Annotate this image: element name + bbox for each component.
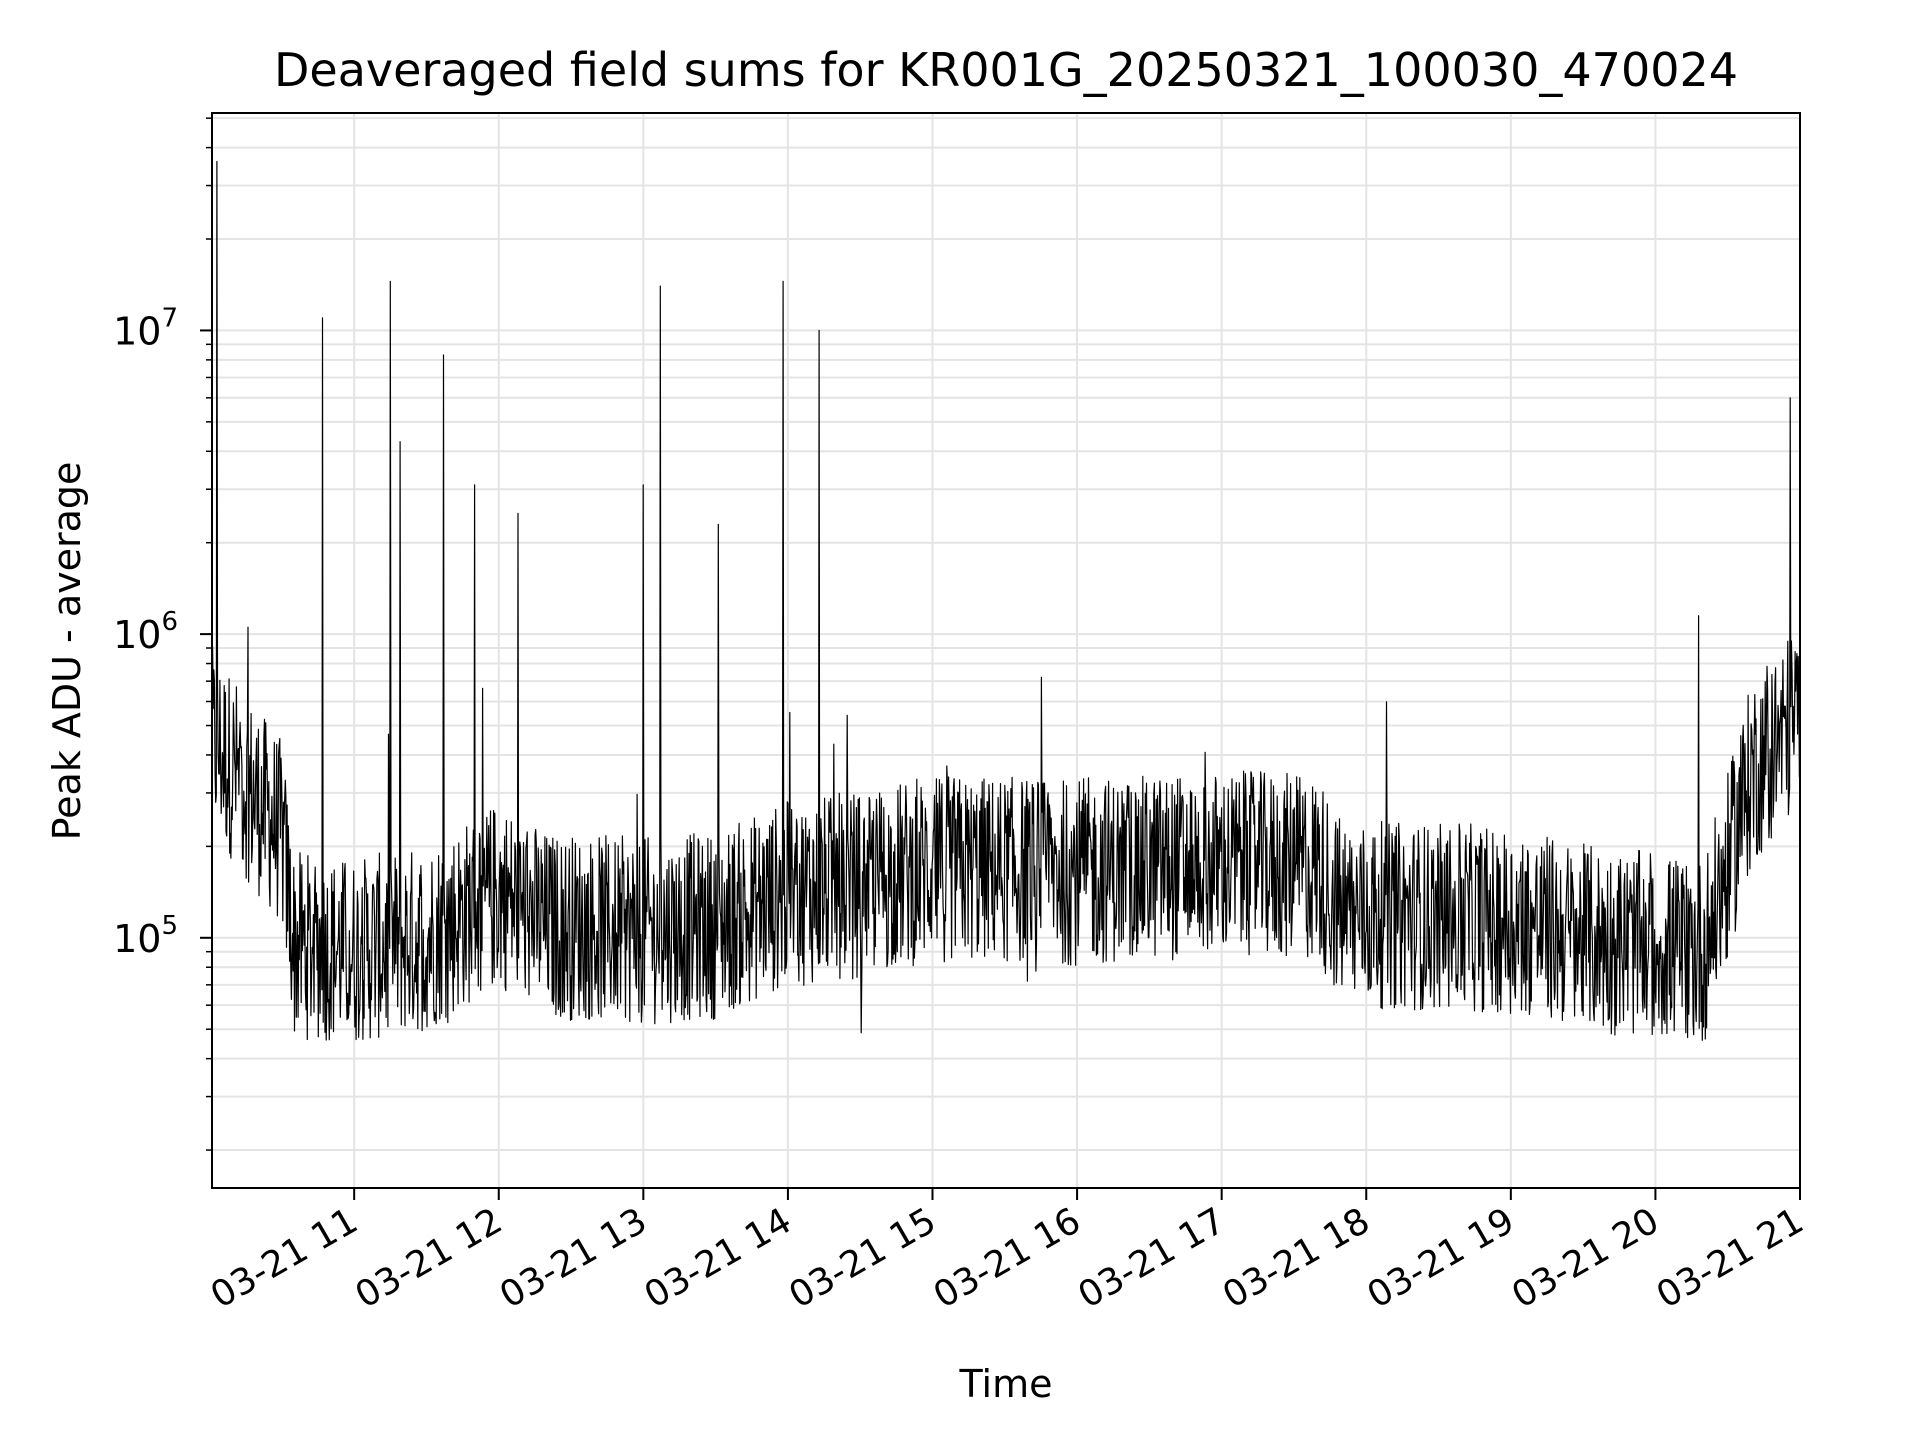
chart-title: Deaveraged field sums for KR001G_2025032… xyxy=(274,43,1738,97)
plot-frame xyxy=(211,112,1801,1189)
y-tick-exponent: 7 xyxy=(161,303,178,333)
y-tick-base: 10 xyxy=(113,613,161,657)
y-tick-base: 10 xyxy=(113,309,161,353)
y-tick-exponent: 6 xyxy=(161,607,178,637)
y-axis-label: Peak ADU - average xyxy=(45,462,89,841)
y-tick-exponent: 5 xyxy=(161,911,178,941)
series-line xyxy=(211,160,1801,1041)
y-tick-label: 106 xyxy=(113,607,178,657)
series-layer xyxy=(211,160,1801,1041)
y-tick-label: 107 xyxy=(113,303,178,353)
y-tick-label: 105 xyxy=(113,911,178,961)
y-tick-base: 10 xyxy=(113,917,161,961)
x-axis-label: Time xyxy=(959,1362,1053,1406)
